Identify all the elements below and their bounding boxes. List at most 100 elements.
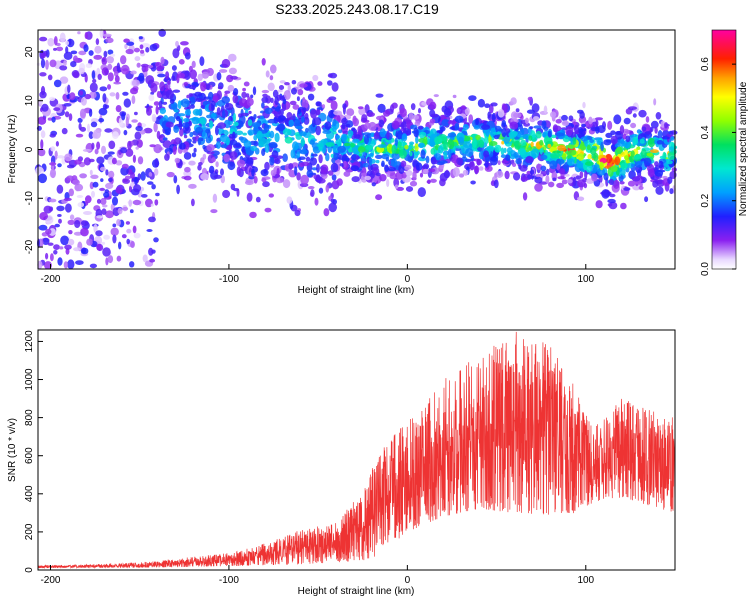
- spectrogram-cell: [47, 242, 54, 246]
- spectrogram-cell: [577, 126, 584, 134]
- spectrogram-cell: [165, 71, 170, 79]
- spectrogram-cell: [336, 178, 343, 186]
- spectrogram-cell: [206, 114, 213, 119]
- spectrogram-cell: [595, 125, 600, 134]
- spectrogram-cell: [188, 84, 197, 90]
- spectrogram-cell: [180, 41, 189, 46]
- spectrogram-cell: [50, 146, 56, 152]
- spectrogram-cell: [600, 141, 604, 152]
- spectrogram-cell: [125, 116, 129, 127]
- spectrogram-cell: [572, 176, 577, 187]
- spectrogram-cells: [34, 28, 678, 270]
- spectrogram-cell: [96, 215, 104, 219]
- spectrogram-cell: [233, 121, 239, 127]
- spectrogram-cell: [410, 103, 416, 111]
- spectrogram-cell: [67, 84, 71, 94]
- spectrogram-cell: [409, 151, 413, 157]
- spectrogram-cell: [584, 170, 588, 180]
- spectrogram-cell: [148, 216, 156, 223]
- spectrogram-cell: [132, 199, 142, 206]
- spectrogram-cell: [429, 118, 436, 124]
- spectrogram-cell: [422, 168, 429, 174]
- spectrogram-cell: [156, 70, 164, 75]
- spectrogram-cell: [228, 133, 236, 139]
- spectrogram-cell: [391, 152, 401, 160]
- spectrogram-cell: [49, 162, 57, 166]
- spectrogram-cell: [111, 131, 119, 140]
- spectrogram-cell: [437, 145, 444, 154]
- spectrogram-cell: [405, 186, 414, 192]
- spectrogram-cell: [292, 141, 299, 151]
- spectrogram-cell: [91, 142, 95, 150]
- spectrogram-cell: [146, 106, 152, 116]
- spectrogram-cell: [609, 193, 616, 198]
- spectrogram-cell: [38, 224, 48, 231]
- spectrogram-cell: [607, 198, 616, 204]
- spectrogram-cell: [278, 85, 285, 90]
- spectrogram-cell: [97, 73, 102, 80]
- colorbar-label: Normalized spectral amplitude: [738, 81, 749, 216]
- spectrogram-cell: [386, 130, 390, 140]
- spectrogram-cell: [307, 93, 315, 101]
- spectrogram-cell: [169, 98, 175, 104]
- spectrogram-cell: [584, 161, 594, 166]
- spectrogram-cell: [218, 69, 228, 73]
- spectrogram-cell: [245, 93, 250, 98]
- spectrogram-cell: [591, 173, 598, 182]
- spectrogram-cell: [401, 133, 408, 142]
- spectrogram-cell: [106, 56, 114, 64]
- spectrogram-cell: [316, 143, 324, 148]
- spectrogram-cell: [85, 195, 92, 204]
- spectrogram-cell: [309, 157, 318, 166]
- spectrogram-cell: [200, 173, 210, 181]
- spectrogram-cell: [261, 178, 267, 183]
- spectrogram-cell: [557, 176, 566, 180]
- spectrogram-cell: [171, 102, 178, 110]
- spectrogram-cell: [147, 181, 154, 185]
- spectrogram-cell: [292, 104, 300, 110]
- spectrogram-cell: [657, 130, 663, 140]
- spectrogram-cell: [130, 87, 138, 95]
- spectrogram-cell: [490, 102, 498, 107]
- spectrogram-cell: [80, 126, 86, 132]
- spectrogram-cell: [315, 125, 322, 136]
- spectrogram-cell: [259, 115, 265, 120]
- spectrogram-cell: [215, 161, 219, 168]
- spectrogram-cell: [191, 60, 196, 68]
- spectrogram-cell: [53, 36, 58, 46]
- spectrogram-cell: [67, 219, 75, 225]
- spectrogram-cell: [394, 184, 399, 189]
- spectrogram-cell: [547, 143, 552, 149]
- snr-line: [37, 331, 676, 569]
- spectrogram-cell: [149, 144, 156, 148]
- spectrogram-cell: [414, 120, 421, 127]
- spectrogram-cell: [129, 209, 134, 214]
- spectrogram-cell: [96, 156, 105, 164]
- spectrogram-cell: [312, 74, 319, 82]
- spectrogram-cell: [455, 145, 465, 149]
- spectrogram-cell: [56, 205, 65, 212]
- spectrogram-cell: [212, 193, 218, 203]
- spectrogram-cell: [284, 136, 293, 144]
- spectrogram-cell: [644, 196, 649, 203]
- spectrogram-cell: [123, 129, 128, 136]
- spectrogram-cell: [264, 143, 270, 153]
- spectrogram-cell: [316, 163, 320, 173]
- spectrogram-cell: [35, 166, 44, 176]
- spectrogram-cell: [469, 143, 473, 150]
- spectrogram-cell: [513, 172, 521, 181]
- spectrogram-cell: [220, 168, 224, 176]
- spectrogram-cell: [84, 32, 89, 39]
- spectrogram-cell: [217, 86, 223, 90]
- spectrogram-cell: [549, 160, 558, 170]
- spectrogram-cell: [412, 170, 417, 181]
- spectrogram-cell: [557, 145, 566, 152]
- spectrogram-cell: [300, 137, 305, 148]
- spectrogram-cell: [47, 74, 53, 81]
- spectrogram-cell: [112, 234, 117, 244]
- spectrogram-cell: [125, 48, 134, 55]
- spectrogram-cell: [179, 142, 186, 150]
- x-tick-label: 0: [405, 274, 411, 285]
